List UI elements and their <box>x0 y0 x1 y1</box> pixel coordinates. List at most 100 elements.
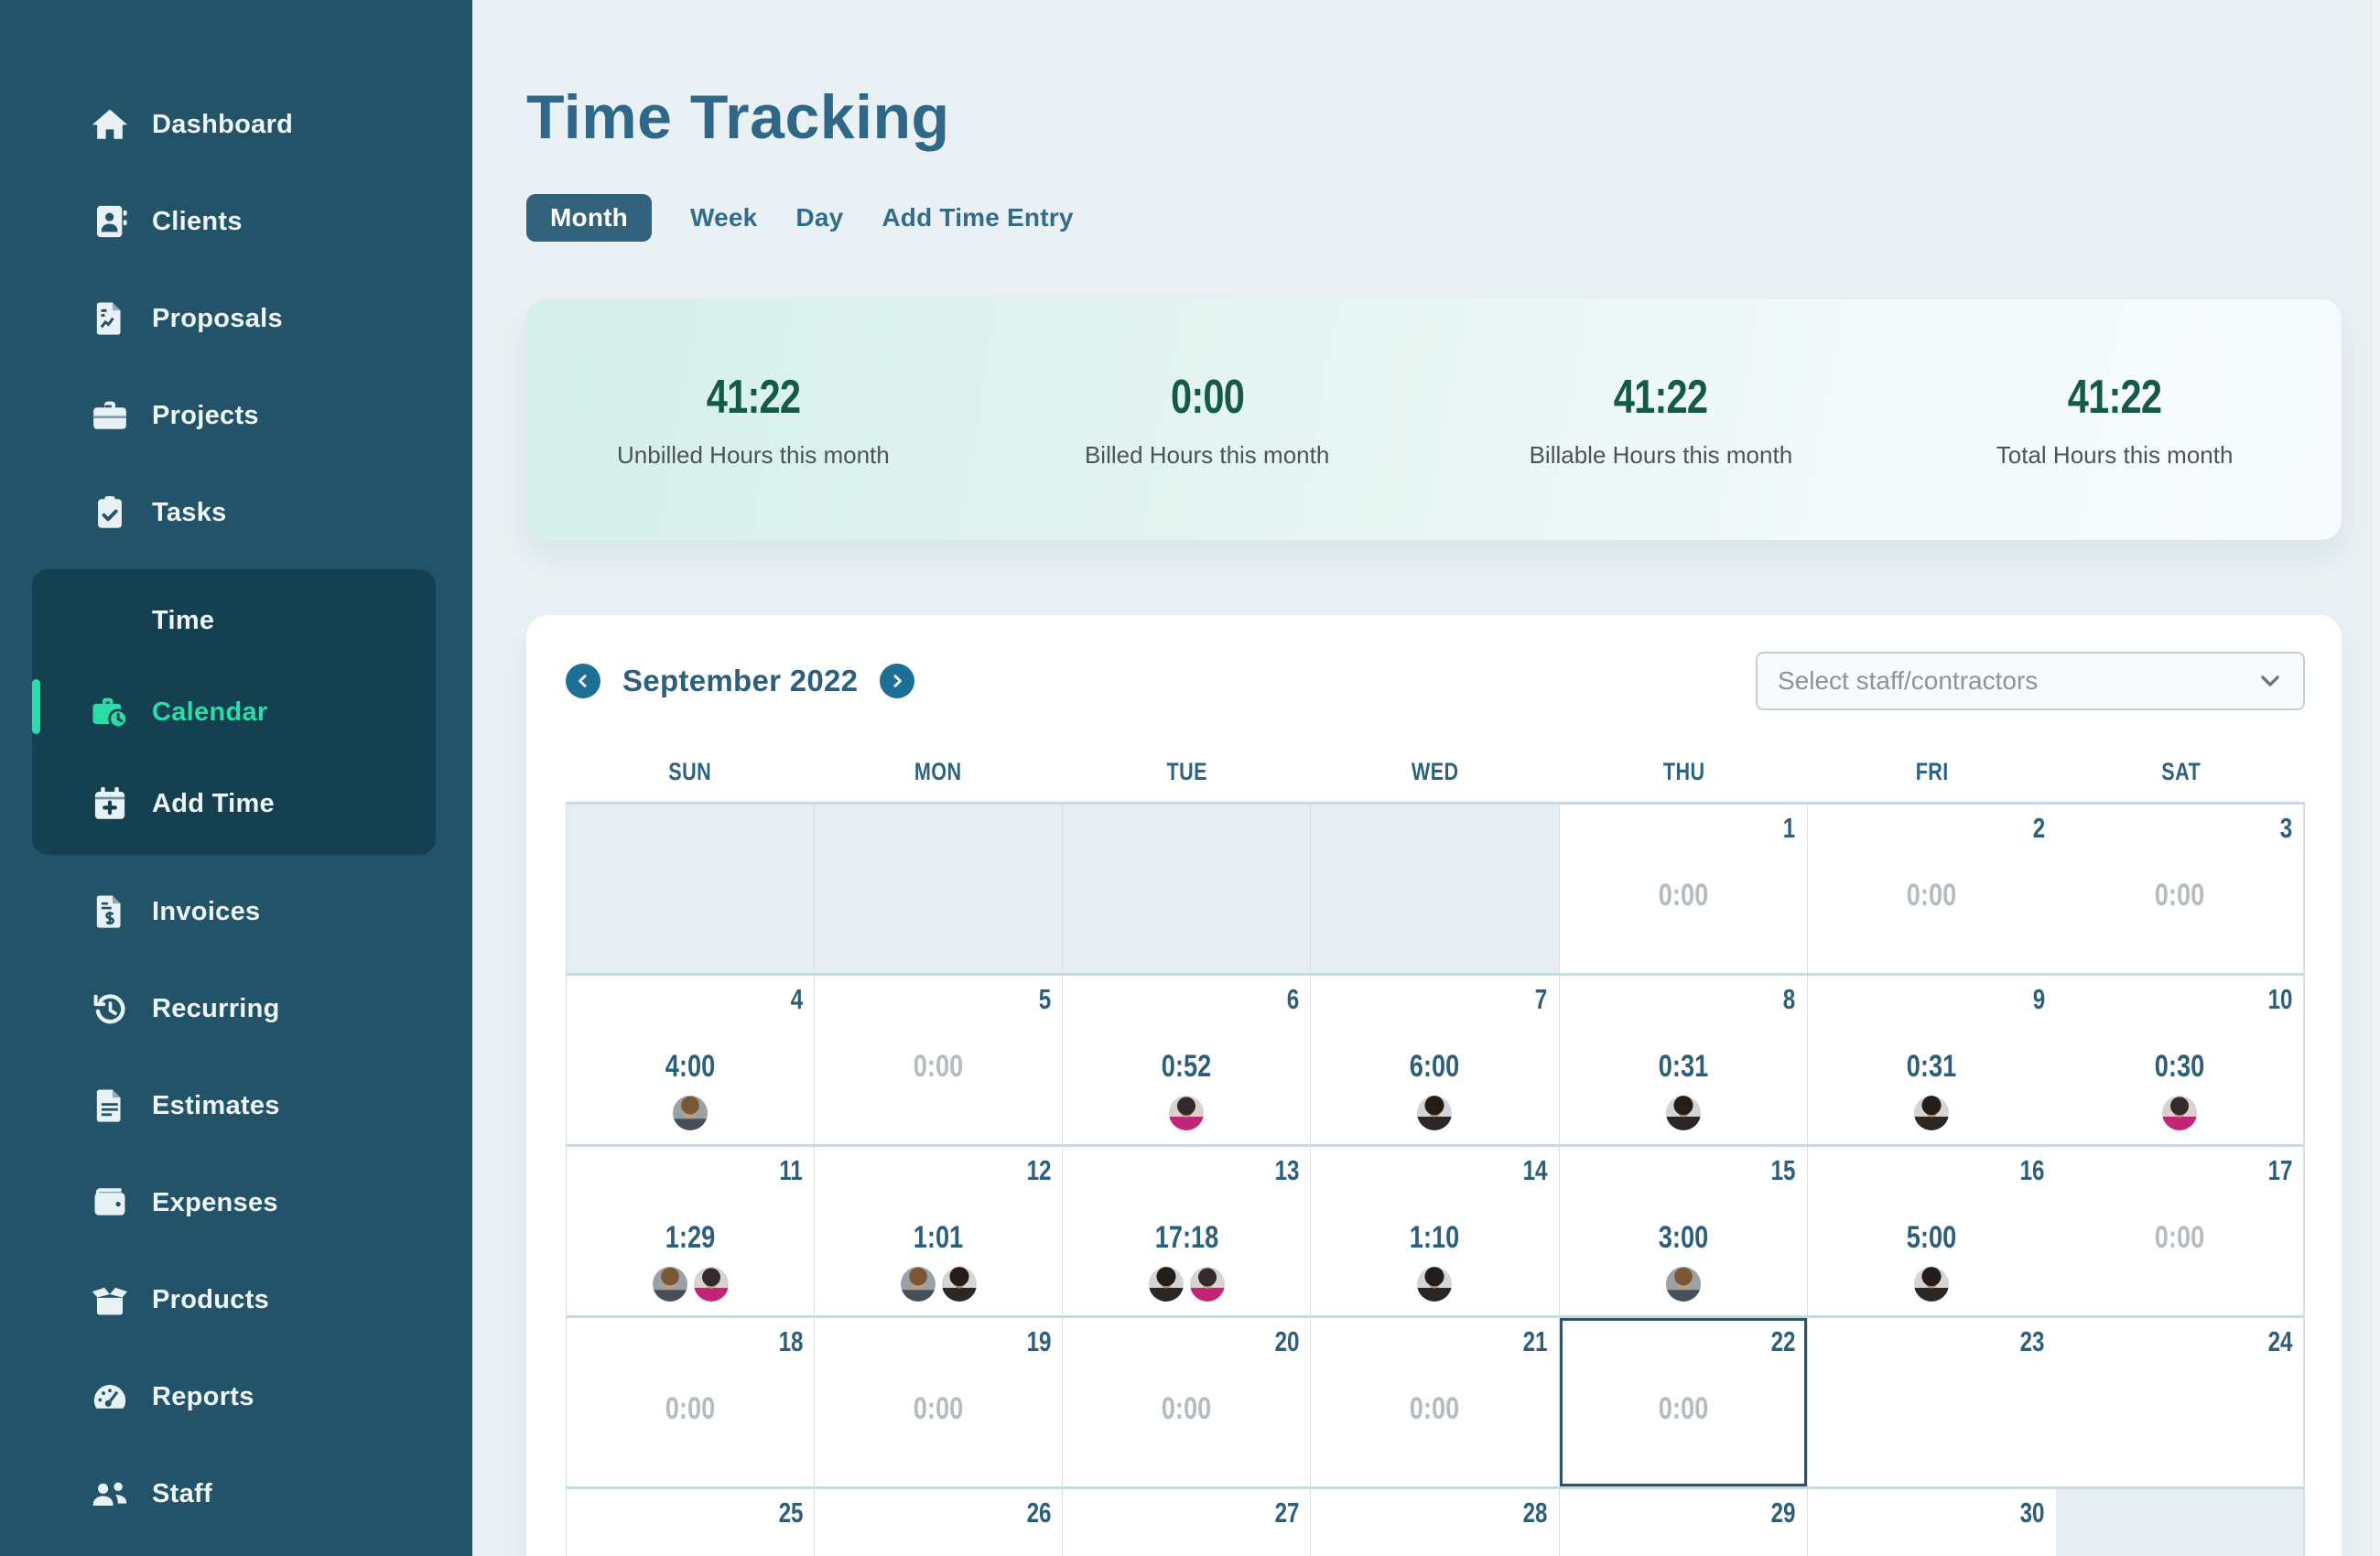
calendar-cell-11[interactable]: 11 1:29 <box>567 1147 816 1318</box>
calendar-cell-4[interactable]: 4 4:00 <box>567 976 816 1147</box>
reports-icon <box>90 1377 130 1417</box>
calendar-cell-empty[interactable] <box>1311 805 1560 976</box>
calendar-cell-20[interactable]: 20 0:00 <box>1063 1318 1312 1489</box>
day-number: 13 <box>1274 1154 1300 1186</box>
stat-value: 41:22 <box>1614 371 1708 424</box>
avatar-staff-c <box>1417 1267 1453 1302</box>
calendar-cell-3[interactable]: 3 0:00 <box>2055 805 2304 976</box>
stat-label: Billable Hours this month <box>1529 441 1793 469</box>
sidebar-item-label: Clients <box>152 206 243 236</box>
staff-icon <box>90 1474 130 1514</box>
products-icon <box>90 1280 130 1320</box>
day-number: 4 <box>790 983 804 1015</box>
sidebar-item-proposals[interactable]: Proposals <box>0 270 472 367</box>
sidebar: Dashboard Clients Proposals Projects Tas… <box>0 0 472 1556</box>
calendar-cell-15[interactable]: 15 3:00 <box>1559 1147 1808 1318</box>
tab-month[interactable]: Month <box>526 194 652 242</box>
day-hours: 0:00 <box>1658 878 1708 913</box>
sidebar-item-time[interactable]: Time <box>32 575 436 666</box>
sidebar-item-products[interactable]: Products <box>0 1251 472 1348</box>
sidebar-item-staff[interactable]: Staff <box>0 1445 472 1542</box>
day-number: 12 <box>1026 1154 1052 1186</box>
day-hours: 0:00 <box>913 1391 964 1426</box>
staff-filter-placeholder: Select staff/contractors <box>1778 666 2039 695</box>
calendar-cell-empty[interactable] <box>2055 1489 2304 1556</box>
calendar-cell-1[interactable]: 1 0:00 <box>1559 805 1808 976</box>
calendar-cell-13[interactable]: 13 17:18 <box>1063 1147 1312 1318</box>
sidebar-item-label: Calendar <box>152 697 268 727</box>
day-hours: 6:00 <box>1410 1049 1460 1084</box>
tab-add-time-entry[interactable]: Add Time Entry <box>882 203 1074 232</box>
tab-week[interactable]: Week <box>689 203 758 232</box>
day-number: 18 <box>778 1325 804 1357</box>
sidebar-item-reports[interactable]: Reports <box>0 1348 472 1445</box>
day-hours: 4:00 <box>665 1049 716 1084</box>
calendar-cell-17[interactable]: 17 0:00 <box>2055 1147 2304 1318</box>
avatar-staff-c <box>1148 1267 1184 1302</box>
calendar-cell-9[interactable]: 9 0:31 <box>1807 976 2056 1147</box>
next-month-button[interactable] <box>880 664 915 698</box>
calendar-cell-empty[interactable] <box>1063 805 1312 976</box>
calendar-cell-19[interactable]: 19 0:00 <box>815 1318 1064 1489</box>
sidebar-item-label: Recurring <box>152 993 280 1023</box>
day-number: 11 <box>779 1154 804 1186</box>
day-avatars <box>1417 1267 1453 1302</box>
sidebar-item-add-time[interactable]: Add Time <box>32 758 436 849</box>
staff-filter-select[interactable]: Select staff/contractors <box>1756 652 2305 710</box>
expenses-icon <box>90 1183 130 1223</box>
sidebar-item-label: Staff <box>152 1478 212 1508</box>
calendar-cell-empty[interactable] <box>567 805 816 976</box>
projects-icon <box>90 395 130 436</box>
stat-total-hours-this-month: 41:22 Total Hours this month <box>1888 370 2342 470</box>
stats-summary: 41:22 Unbilled Hours this month 0:00 Bil… <box>526 299 2342 540</box>
day-hours: 5:00 <box>1907 1220 1957 1255</box>
blank-icon <box>90 600 130 641</box>
day-number: 29 <box>1770 1497 1796 1529</box>
calendar-cell-10[interactable]: 10 0:30 <box>2055 976 2304 1147</box>
calendar-cell-23[interactable]: 23 <box>1807 1318 2056 1489</box>
calendar-cell-22[interactable]: 22 0:00 <box>1559 1318 1808 1489</box>
calendar-cell-27[interactable]: 27 <box>1063 1489 1312 1556</box>
day-avatars <box>900 1267 977 1302</box>
sidebar-item-calendar[interactable]: Calendar <box>32 666 436 758</box>
calendar-cell-25[interactable]: 25 <box>567 1489 816 1556</box>
sidebar-item-invoices[interactable]: Invoices <box>0 863 472 960</box>
calendar-cell-7[interactable]: 7 6:00 <box>1311 976 1560 1147</box>
scrollbar[interactable] <box>2371 0 2380 1556</box>
calendar-cell-21[interactable]: 21 0:00 <box>1311 1318 1560 1489</box>
day-avatars <box>673 1096 709 1130</box>
active-indicator <box>32 679 40 734</box>
sidebar-item-projects[interactable]: Projects <box>0 367 472 464</box>
sidebar-item-expenses[interactable]: Expenses <box>0 1154 472 1251</box>
calendar-cell-12[interactable]: 12 1:01 <box>815 1147 1064 1318</box>
calendar-cell-2[interactable]: 2 0:00 <box>1807 805 2056 976</box>
sidebar-item-clients[interactable]: Clients <box>0 173 472 270</box>
calendar-cell-18[interactable]: 18 0:00 <box>567 1318 816 1489</box>
sidebar-item-estimates[interactable]: Estimates <box>0 1057 472 1154</box>
calendar-cell-30[interactable]: 30 <box>1807 1489 2056 1556</box>
tasks-icon <box>90 492 130 533</box>
calendar-cell-16[interactable]: 16 5:00 <box>1807 1147 2056 1318</box>
calendar-cell-6[interactable]: 6 0:52 <box>1063 976 1312 1147</box>
day-hours: 3:00 <box>1658 1220 1708 1255</box>
avatar-staff-c <box>1417 1096 1453 1130</box>
calendar-cell-28[interactable]: 28 <box>1311 1489 1560 1556</box>
calendar-cell-8[interactable]: 8 0:31 <box>1559 976 1808 1147</box>
day-number: 16 <box>2019 1154 2045 1186</box>
sidebar-item-dashboard[interactable]: Dashboard <box>0 76 472 173</box>
avatar-staff-a <box>1665 1267 1701 1302</box>
sidebar-item-label: Time <box>152 605 215 635</box>
sidebar-item-recurring[interactable]: Recurring <box>0 960 472 1057</box>
day-number: 20 <box>1274 1325 1300 1357</box>
day-hours: 0:00 <box>665 1391 716 1426</box>
calendar-cell-26[interactable]: 26 <box>815 1489 1064 1556</box>
view-tabs: Month Week Day Add Time Entry <box>526 194 2380 242</box>
calendar-cell-14[interactable]: 14 1:10 <box>1311 1147 1560 1318</box>
calendar-cell-empty[interactable] <box>815 805 1064 976</box>
prev-month-button[interactable] <box>566 664 600 698</box>
tab-day[interactable]: Day <box>795 203 844 232</box>
calendar-cell-24[interactable]: 24 <box>2055 1318 2304 1489</box>
sidebar-item-tasks[interactable]: Tasks <box>0 464 472 561</box>
calendar-cell-5[interactable]: 5 0:00 <box>815 976 1064 1147</box>
calendar-cell-29[interactable]: 29 <box>1559 1489 1808 1556</box>
